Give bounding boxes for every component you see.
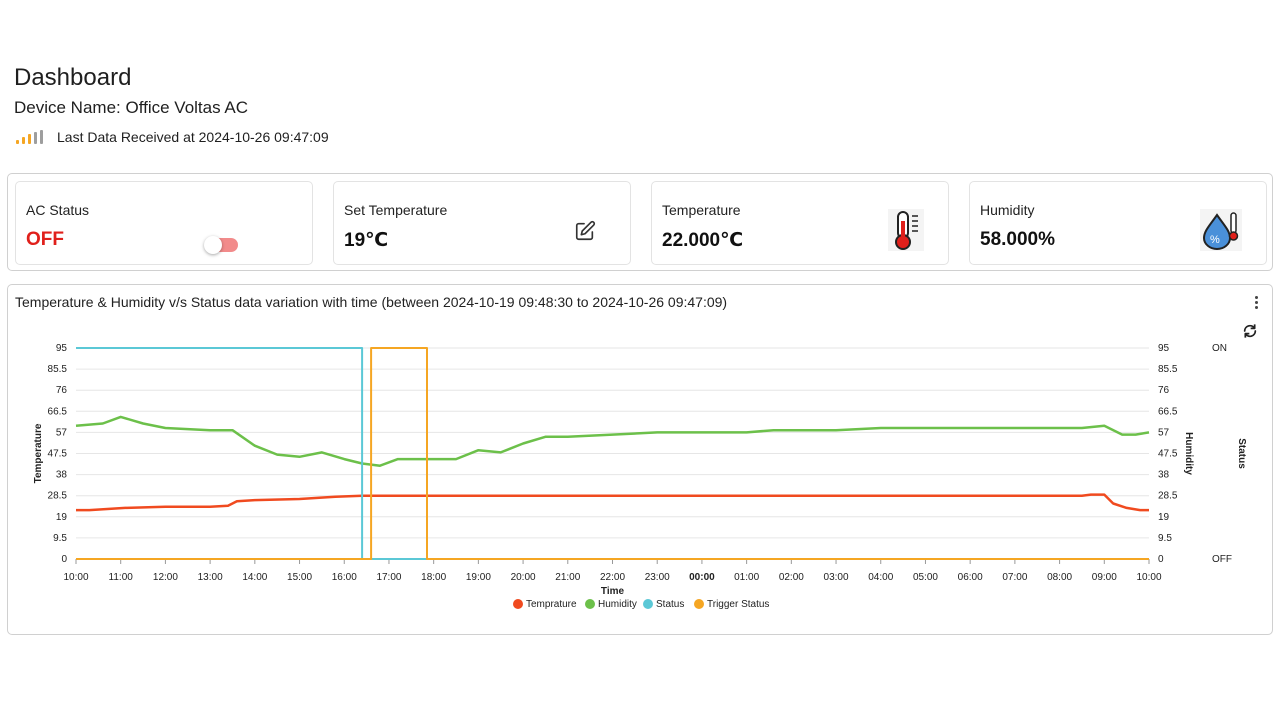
ac-power-toggle[interactable] <box>204 236 238 254</box>
temperature-value: 22.000℃ <box>662 230 744 251</box>
series-line-trigger-status <box>76 347 1149 560</box>
page-title: Dashboard <box>14 64 132 91</box>
edit-pencil-icon[interactable] <box>574 220 596 242</box>
legend-marker <box>513 599 523 609</box>
x-tick-label: 01:00 <box>734 572 759 583</box>
humidity-value: 58.000% <box>980 229 1056 250</box>
y-axis-label-right: Humidity <box>1183 432 1194 475</box>
y-axis-label-left: Temperature <box>33 423 44 483</box>
y-tick-label-right: 95 <box>1158 343 1170 354</box>
x-tick-label: 17:00 <box>376 572 401 583</box>
legend-marker <box>643 599 653 609</box>
ac-status-label: AC Status <box>26 202 90 218</box>
x-tick-label: 09:00 <box>1092 572 1117 583</box>
y-tick-label-left: 66.5 <box>48 406 68 417</box>
x-tick-label: 08:00 <box>1047 572 1072 583</box>
more-vertical-icon[interactable] <box>1255 296 1259 311</box>
x-tick-label: 16:00 <box>332 572 357 583</box>
y-tick-label-right: 76 <box>1158 385 1170 396</box>
x-tick-label: 03:00 <box>824 572 849 583</box>
ac-status-card: AC Status OFF <box>15 181 313 265</box>
set-temperature-value: 19℃ <box>344 230 389 251</box>
x-tick-label: 15:00 <box>287 572 312 583</box>
x-tick-label: 10:00 <box>63 572 88 583</box>
temperature-label: Temperature <box>662 202 741 218</box>
y-tick-label-right: 19 <box>1158 512 1170 523</box>
x-tick-label: 06:00 <box>958 572 983 583</box>
x-tick-label: 02:00 <box>779 572 804 583</box>
x-tick-label: 11:00 <box>109 572 134 583</box>
y-tick-label-left: 9.5 <box>53 533 67 544</box>
chart-panel: Temperature & Humidity v/s Status data v… <box>7 284 1273 635</box>
signal-strength-icon <box>16 130 43 144</box>
legend-label: Status <box>656 599 684 610</box>
last-data-text: Last Data Received at 2024-10-26 09:47:0… <box>57 129 329 145</box>
set-temperature-card: Set Temperature 19℃ <box>333 181 631 265</box>
thermometer-icon <box>888 209 924 251</box>
y-tick-label-right: 85.5 <box>1158 364 1178 375</box>
y-tick-label-left: 76 <box>56 385 68 396</box>
x-tick-label: 23:00 <box>645 572 670 583</box>
legend-marker <box>585 599 595 609</box>
y-tick-label-right: 0 <box>1158 554 1164 565</box>
y-tick-label-left: 28.5 <box>48 491 68 502</box>
svg-text:%: % <box>1210 234 1220 246</box>
legend-marker <box>694 599 704 609</box>
y-tick-label-left: 0 <box>61 554 67 565</box>
temperature-card: Temperature 22.000℃ <box>651 181 949 265</box>
y-tick-label-left: 47.5 <box>48 449 68 460</box>
humidity-label: Humidity <box>980 202 1035 218</box>
x-tick-label: 22:00 <box>600 572 625 583</box>
humidity-card: Humidity 58.000% % <box>969 181 1267 265</box>
y-tick-label-left: 19 <box>56 512 68 523</box>
humidity-drop-icon: % <box>1200 209 1242 251</box>
x-tick-label: 07:00 <box>1002 572 1027 583</box>
device-name: Device Name: Office Voltas AC <box>14 98 249 117</box>
status-tick-label: OFF <box>1212 554 1232 565</box>
series-line-temprature <box>76 493 1149 512</box>
y-tick-label-right: 47.5 <box>1158 449 1178 460</box>
x-tick-label: 14:00 <box>242 572 267 583</box>
x-tick-label: 19:00 <box>466 572 491 583</box>
y-tick-label-right: 9.5 <box>1158 533 1172 544</box>
x-tick-label: 04:00 <box>868 572 893 583</box>
x-axis-label: Time <box>601 586 625 597</box>
chart-title: Temperature & Humidity v/s Status data v… <box>15 294 728 310</box>
y-tick-label-left: 57 <box>56 427 68 438</box>
x-tick-label: 10:00 <box>1136 572 1161 583</box>
x-tick-label: 13:00 <box>198 572 223 583</box>
temperature-humidity-status-chart: 0 0 9.5 9.5 19 19 28.5 28.5 38 38 47.5 47.5 57 57 66.5… <box>33 343 1247 610</box>
y-tick-label-left: 95 <box>56 343 68 354</box>
y-tick-label-left: 85.5 <box>48 364 68 375</box>
x-tick-label: 20:00 <box>511 572 536 583</box>
set-temperature-label: Set Temperature <box>344 202 448 218</box>
y-tick-label-right: 28.5 <box>1158 491 1178 502</box>
y-tick-label-right: 66.5 <box>1158 406 1178 417</box>
x-tick-label: 18:00 <box>421 572 446 583</box>
x-tick-label: 00:00 <box>689 572 715 583</box>
series-line-humidity <box>75 415 1150 467</box>
y-tick-label-right: 57 <box>1158 427 1170 438</box>
legend-label: Temprature <box>526 599 577 610</box>
stats-cards: AC Status OFF Set Temperature 19℃ Temper… <box>7 173 1273 271</box>
y-tick-label-right: 38 <box>1158 470 1170 481</box>
x-tick-label: 12:00 <box>153 572 178 583</box>
y-axis-label-status: Status <box>1236 438 1247 469</box>
legend-label: Humidity <box>598 599 637 610</box>
y-tick-label-left: 38 <box>56 470 68 481</box>
ac-status-value: OFF <box>26 229 64 250</box>
refresh-icon[interactable] <box>1242 323 1258 339</box>
legend-label: Trigger Status <box>707 599 769 610</box>
x-tick-label: 05:00 <box>913 572 938 583</box>
x-tick-label: 21:00 <box>555 572 580 583</box>
last-data-row: Last Data Received at 2024-10-26 09:47:0… <box>14 129 329 145</box>
status-tick-label: ON <box>1212 343 1227 354</box>
